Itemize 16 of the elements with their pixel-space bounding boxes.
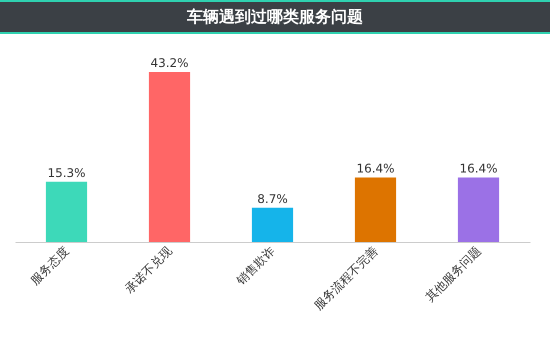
data-label: 43.2% <box>150 56 189 70</box>
x-tick-label: 服务态度 <box>28 244 72 288</box>
bar <box>252 208 294 242</box>
bar <box>148 72 190 242</box>
data-label: 15.3% <box>47 166 86 180</box>
x-tick-label: 其他服务问题 <box>422 244 484 304</box>
x-tick-label: 销售欺诈 <box>232 244 278 288</box>
bar <box>354 177 396 242</box>
chart-title: 车辆遇到过哪类服务问题 <box>0 0 550 34</box>
data-label: 8.7% <box>257 192 288 206</box>
data-label: 16.4% <box>356 161 395 176</box>
bar <box>458 177 500 242</box>
data-label: 16.4% <box>459 161 498 176</box>
bar <box>46 182 88 242</box>
x-tick-label: 服务流程不完善 <box>311 244 380 313</box>
x-tick-label: 承诺不兑现 <box>122 244 174 296</box>
